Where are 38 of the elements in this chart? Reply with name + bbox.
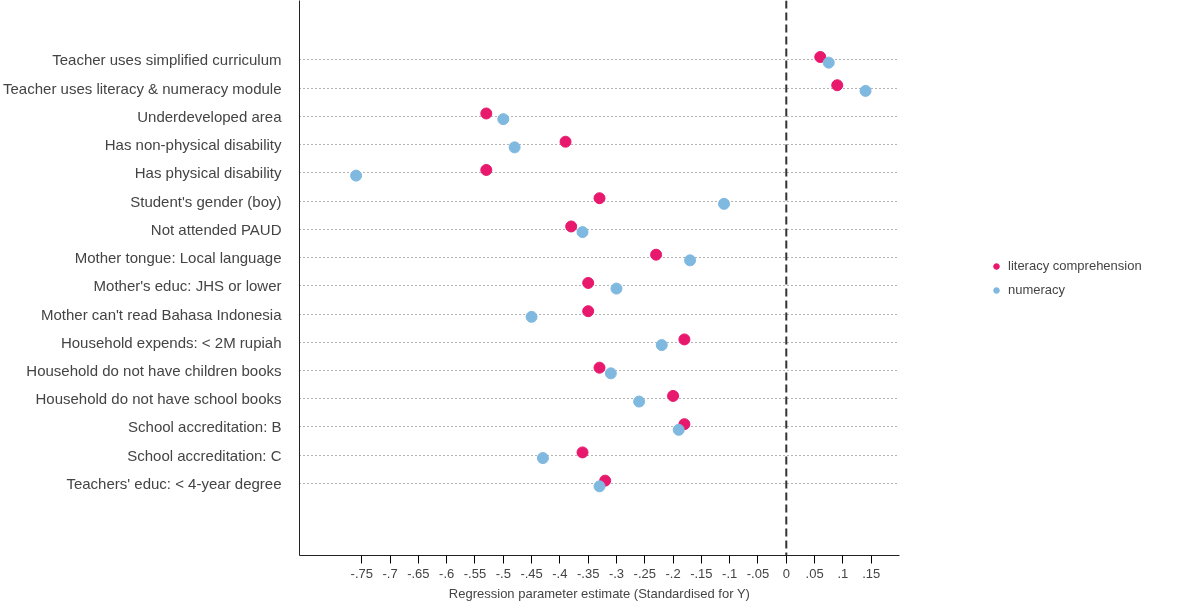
x-tick-label: -.35 [576, 565, 600, 581]
x-tick-label: -.45 [520, 565, 543, 581]
x-tick-label: -.25 [633, 565, 656, 581]
y-tick-label: Student's gender (boy) [130, 192, 282, 210]
x-tick-label: -.75 [350, 565, 373, 581]
y-tick-label: Mother's educ: JHS or lower [93, 277, 282, 295]
x-tick-label: .15 [862, 565, 881, 581]
x-tick-label: -.55 [463, 565, 487, 581]
x-tick-label: -.2 [665, 565, 681, 581]
x-axis-title: Regression parameter estimate (Standardised for Y) [448, 585, 750, 601]
x-tick-label: -.05 [746, 565, 770, 581]
x-tick-label: -.5 [495, 565, 511, 581]
x-tick-label: -.7 [382, 565, 398, 581]
y-tick-label: Has non-physical disability [104, 136, 282, 154]
y-tick-label: Underdeveloped area [137, 107, 283, 125]
x-tick-label: -.65 [407, 565, 430, 581]
x-tick-label: -.4 [552, 565, 568, 581]
x-tick-label: -.15 [690, 565, 713, 581]
y-tick-label: Household do not have school books [35, 390, 282, 408]
y-tick-label: Mother can't read Bahasa Indonesia [40, 305, 283, 323]
y-tick-label: School accreditation: B [128, 418, 282, 436]
y-tick-label: Household do not have children books [26, 362, 282, 379]
legend-label: numeracy [1008, 282, 1066, 297]
x-tick-label: 0 [782, 565, 790, 581]
y-tick-label: Not attended PAUD [150, 220, 282, 238]
y-tick-label: Mother tongue: Local language [74, 249, 282, 267]
y-tick-label: School accreditation: C [127, 446, 282, 464]
x-tick-label: -.6 [439, 565, 455, 581]
y-tick-label: Household expends: < 2M rupiah [60, 333, 282, 351]
y-tick-label: Has physical disability [134, 164, 282, 182]
x-tick-label: .1 [837, 565, 849, 581]
y-tick-label: Teachers' educ: < 4-year degree [66, 474, 282, 492]
x-tick-label: -.1 [722, 565, 738, 581]
x-tick-label: -.3 [608, 565, 625, 581]
legend-label: literacy comprehension [1008, 258, 1142, 273]
y-tick-label: Teacher uses simplified curriculum [52, 51, 282, 69]
x-tick-label: .05 [805, 565, 824, 581]
y-tick-label: Teacher uses literacy & numeracy module [3, 79, 282, 97]
